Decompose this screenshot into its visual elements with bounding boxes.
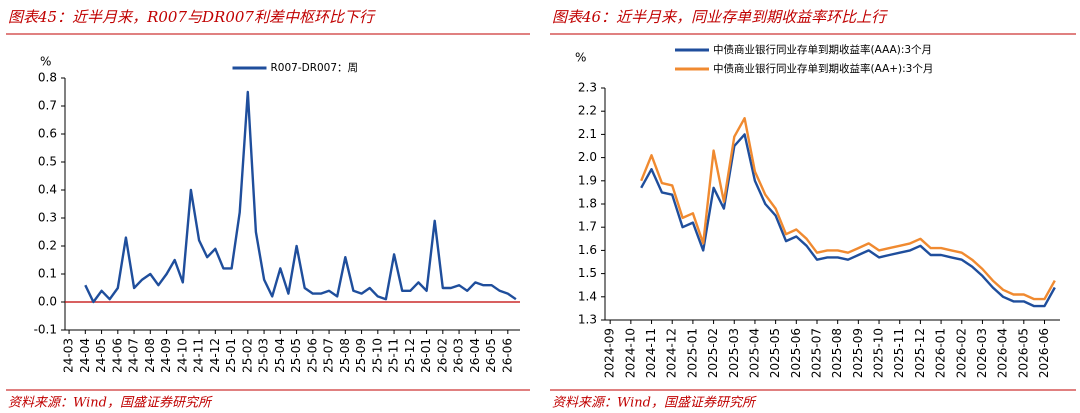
- x-tick-label: 2024-11: [644, 328, 658, 378]
- source-note: 资料来源：Wind，国盛证券研究所: [8, 395, 213, 411]
- y-tick-label: 1.9: [578, 173, 597, 187]
- y-tick-label: 2.2: [578, 104, 597, 118]
- x-tick-label: 24-04: [78, 338, 92, 373]
- x-tick-label: 25-06: [305, 338, 319, 373]
- x-tick-label: 2026-05: [1016, 328, 1030, 378]
- y-tick-label: 0.2: [38, 239, 57, 253]
- y-tick-label: 1.4: [578, 289, 597, 303]
- x-tick-label: 26-01: [419, 338, 433, 373]
- x-tick-label: 2026-04: [996, 328, 1010, 378]
- x-tick-label: 2025-03: [727, 328, 741, 378]
- data-line: [640, 117, 1056, 301]
- y-tick-label: 2.3: [578, 81, 597, 95]
- y-tick-label: 0.4: [38, 183, 57, 197]
- x-tick-label: 2026-03: [975, 328, 989, 378]
- source-note: 资料来源：Wind，国盛证券研究所: [552, 395, 757, 411]
- y-tick-label: 2.0: [578, 150, 597, 164]
- x-tick-label: 24-05: [94, 338, 108, 373]
- x-tick-label: 2025-12: [913, 328, 927, 378]
- x-tick-label: 25-02: [240, 338, 254, 373]
- chart-title: 图表45：近半月来，R007与DR007利差中枢环比下行: [8, 8, 376, 26]
- legend-label: 中债商业银行同业存单到期收益率(AA+):3个月: [713, 62, 933, 75]
- y-tick-label: 1.7: [578, 220, 597, 234]
- chart-title: 图表46：近半月来，同业存单到期收益率环比上行: [552, 8, 888, 26]
- x-tick-label: 26-06: [500, 338, 514, 373]
- x-tick-label: 24-03: [62, 338, 76, 373]
- y-tick-label: 1.8: [578, 197, 597, 211]
- y-tick-label: 0.0: [38, 295, 57, 309]
- x-tick-label: 2026-06: [1037, 328, 1051, 378]
- y-tick-label: 1.3: [578, 313, 597, 327]
- x-tick-label: 25-04: [273, 338, 287, 373]
- legend-label: 中债商业银行同业存单到期收益率(AAA):3个月: [713, 43, 932, 56]
- x-tick-label: 26-04: [468, 338, 482, 373]
- x-tick-label: 24-11: [192, 338, 206, 373]
- x-tick-label: 2026-02: [954, 328, 968, 378]
- x-tick-label: 25-07: [322, 338, 336, 373]
- data-line: [84, 90, 517, 304]
- legend-label: R007-DR007：周: [271, 62, 359, 74]
- x-tick-label: 2025-07: [809, 328, 823, 378]
- data-line: [640, 133, 1056, 308]
- x-tick-label: 2025-09: [851, 328, 865, 378]
- x-tick-label: 2026-01: [934, 328, 948, 378]
- y-axis-label: %: [575, 51, 586, 65]
- x-tick-label: 24-10: [175, 338, 189, 373]
- x-tick-label: 25-05: [289, 338, 303, 373]
- x-tick-label: 2025-10: [872, 328, 886, 378]
- x-tick-label: 2025-02: [706, 328, 720, 378]
- y-tick-label: 0.3: [38, 211, 57, 225]
- y-tick-label: 0.1: [38, 267, 57, 281]
- y-tick-label: -0.1: [34, 323, 57, 337]
- x-tick-label: 2025-05: [768, 328, 782, 378]
- x-tick-label: 24-07: [127, 338, 141, 373]
- x-tick-label: 25-11: [387, 338, 401, 373]
- x-tick-label: 2025-08: [830, 328, 844, 378]
- x-tick-label: 26-03: [452, 338, 466, 373]
- x-tick-label: 26-02: [435, 338, 449, 373]
- y-tick-label: 0.7: [38, 99, 57, 113]
- y-tick-label: 1.5: [578, 266, 597, 280]
- x-tick-label: 2024-10: [623, 328, 637, 378]
- x-tick-label: 26-05: [484, 338, 498, 373]
- y-tick-label: 0.6: [38, 127, 57, 141]
- y-tick-label: 0.5: [38, 155, 57, 169]
- x-tick-label: 2025-01: [685, 328, 699, 378]
- x-tick-label: 2025-04: [747, 328, 761, 378]
- x-tick-label: 24-09: [159, 338, 173, 373]
- x-tick-label: 2024-12: [665, 328, 679, 378]
- x-tick-label: 24-06: [110, 338, 124, 373]
- x-tick-label: 25-12: [403, 338, 417, 373]
- x-tick-label: 25-01: [224, 338, 238, 373]
- x-tick-label: 2024-09: [603, 328, 617, 378]
- y-axis-label: %: [40, 55, 51, 69]
- x-tick-label: 25-09: [354, 338, 368, 373]
- x-tick-label: 2025-06: [789, 328, 803, 378]
- y-tick-label: 2.1: [578, 127, 597, 141]
- x-tick-label: 25-08: [338, 338, 352, 373]
- y-tick-label: 1.6: [578, 243, 597, 257]
- x-tick-label: 25-03: [257, 338, 271, 373]
- x-tick-label: 2025-11: [892, 328, 906, 378]
- x-tick-label: 25-10: [370, 338, 384, 373]
- x-tick-label: 24-12: [208, 338, 222, 373]
- y-tick-label: 0.8: [38, 71, 57, 85]
- x-tick-label: 24-08: [143, 338, 157, 373]
